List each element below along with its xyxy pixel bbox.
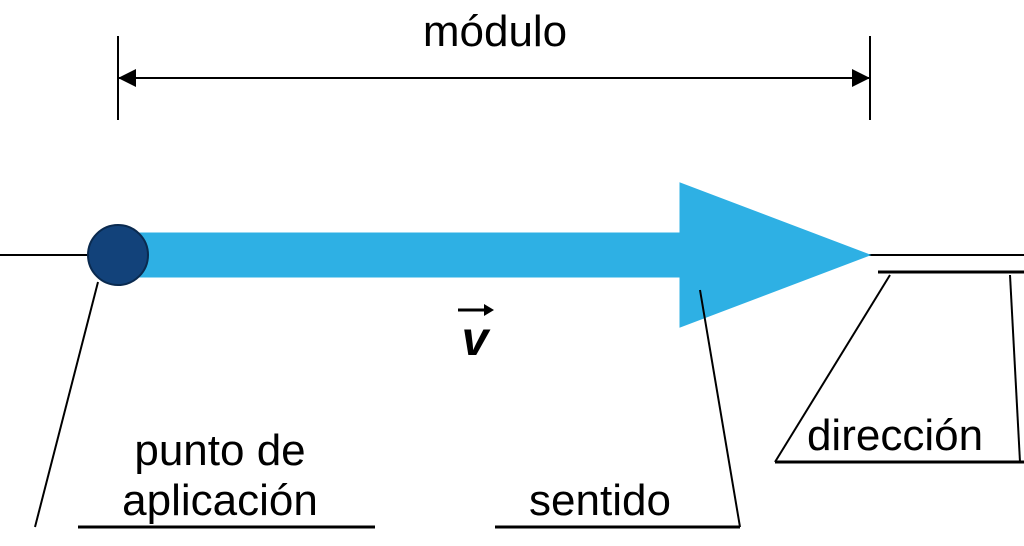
- label-direccion: dirección: [807, 411, 983, 460]
- label-modulo: módulo: [423, 7, 567, 56]
- label-punto-2: aplicación: [122, 476, 318, 525]
- application-point: [88, 225, 148, 285]
- label-sentido: sentido: [529, 476, 671, 525]
- label-v: v: [462, 313, 491, 366]
- label-punto-1: punto de: [134, 426, 305, 475]
